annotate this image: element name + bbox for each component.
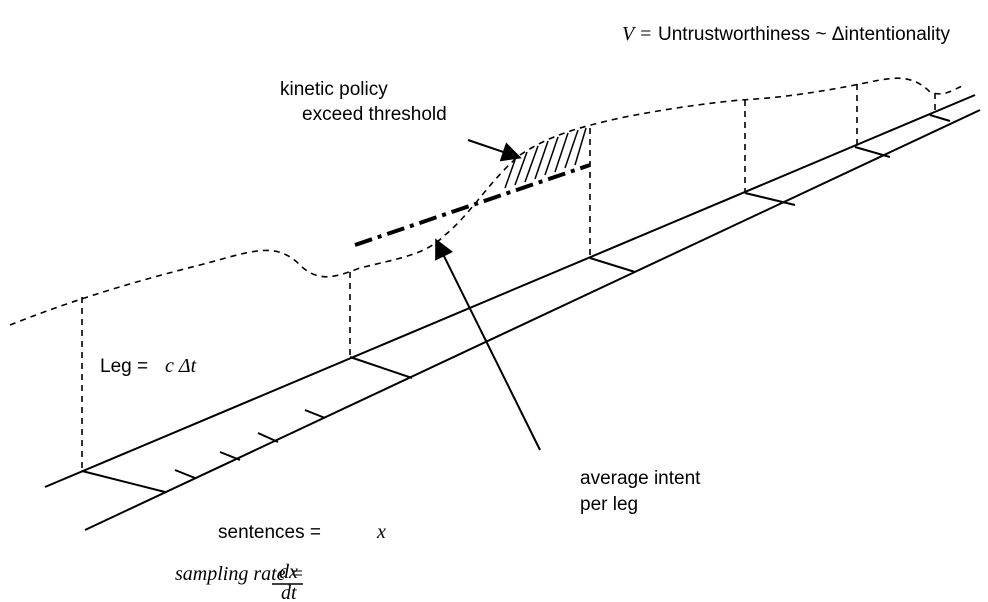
threshold-label: exceed threshold — [302, 104, 447, 125]
formula-lhs: V = — [622, 23, 652, 45]
sentences-label: sentences = — [218, 522, 321, 543]
average-arrow — [435, 238, 541, 451]
leg-formula: c Δt — [165, 355, 197, 377]
average-label: average intent — [580, 468, 701, 489]
sentences-var: x — [376, 521, 386, 543]
sampling-label: sampling rate = — [175, 563, 304, 585]
sampling-numerator: dx — [279, 561, 298, 583]
average-line — [354, 163, 591, 247]
threshold-label: kinetic policy — [280, 79, 388, 100]
formula-rhs: Untrustworthiness ~ Δintentionality — [658, 24, 951, 45]
rails — [44, 94, 981, 531]
threshold-arrow — [467, 139, 522, 162]
leg-label: Leg = — [100, 356, 148, 377]
hatch — [504, 127, 587, 189]
sampling-denominator: dt — [281, 582, 297, 602]
average-label: per leg — [580, 494, 638, 515]
intent-curve — [9, 77, 966, 470]
